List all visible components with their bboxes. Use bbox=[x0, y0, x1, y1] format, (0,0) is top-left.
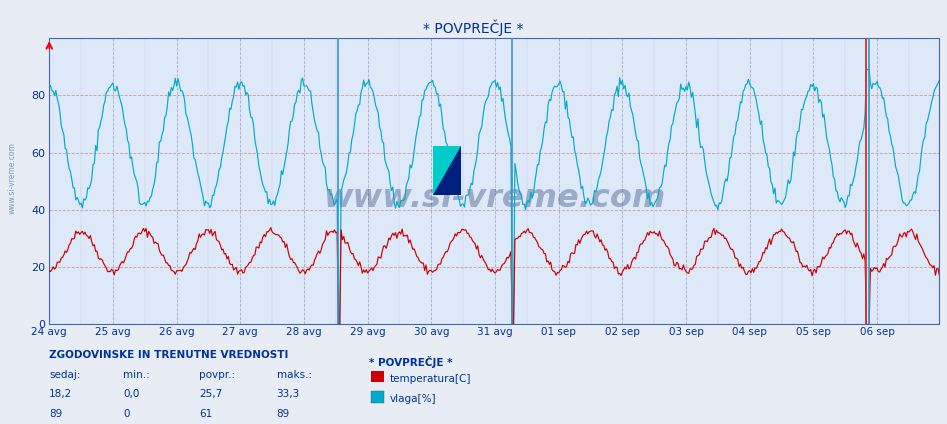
Text: vlaga[%]: vlaga[%] bbox=[390, 394, 437, 404]
Polygon shape bbox=[433, 146, 461, 195]
Text: www.si-vreme.com: www.si-vreme.com bbox=[8, 142, 17, 214]
Text: www.si-vreme.com: www.si-vreme.com bbox=[323, 183, 666, 214]
Text: 0: 0 bbox=[123, 409, 130, 419]
Text: 33,3: 33,3 bbox=[277, 389, 300, 399]
Text: min.:: min.: bbox=[123, 370, 150, 380]
Text: 18,2: 18,2 bbox=[49, 389, 73, 399]
Text: maks.:: maks.: bbox=[277, 370, 312, 380]
Polygon shape bbox=[433, 146, 461, 195]
Text: 89: 89 bbox=[49, 409, 63, 419]
Text: povpr.:: povpr.: bbox=[199, 370, 235, 380]
Text: * POVPREČJE *: * POVPREČJE * bbox=[423, 19, 524, 36]
Text: temperatura[C]: temperatura[C] bbox=[390, 374, 472, 384]
Text: 25,7: 25,7 bbox=[199, 389, 223, 399]
Text: 89: 89 bbox=[277, 409, 290, 419]
Text: ZGODOVINSKE IN TRENUTNE VREDNOSTI: ZGODOVINSKE IN TRENUTNE VREDNOSTI bbox=[49, 350, 289, 360]
Text: sedaj:: sedaj: bbox=[49, 370, 80, 380]
Text: * POVPREČJE *: * POVPREČJE * bbox=[369, 356, 453, 368]
Text: 61: 61 bbox=[199, 409, 212, 419]
Text: 0,0: 0,0 bbox=[123, 389, 139, 399]
